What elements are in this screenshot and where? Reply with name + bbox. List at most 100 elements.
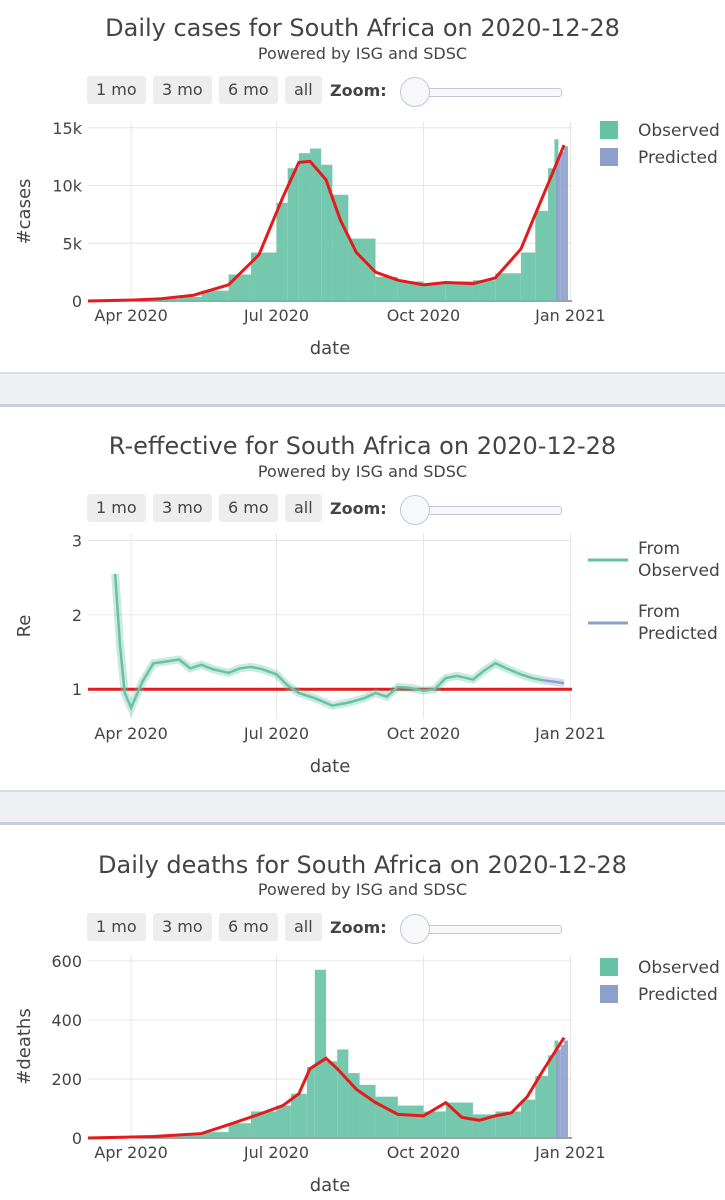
observed-bar (375, 276, 398, 301)
x-tick-label: Jan 2021 (534, 1143, 605, 1162)
x-tick-label: Jan 2021 (534, 306, 605, 325)
observed-bar (298, 153, 311, 301)
y-tick-label: 5k (63, 234, 83, 253)
x-axis-title: date (310, 756, 351, 777)
cases-chart[interactable]: 0 5k 10k 15k Apr 2020 Jul 2020 Oct 2020 Jan 202… (0, 0, 725, 370)
chart-title: R-effective for South Africa on 2020-12-… (108, 432, 617, 460)
observed-bar (548, 1055, 555, 1138)
chart-subtitle: Powered by ISG and SDSC (257, 44, 468, 63)
range-all-button[interactable]: all (285, 913, 322, 941)
observed-bar (306, 1067, 315, 1138)
re-chart[interactable]: 1 2 3 Apr 2020 Jul 2020 Oct 2020 Jan 2021 date R… (0, 0, 725, 790)
zoom-slider-handle[interactable] (400, 914, 430, 944)
legend-swatch (600, 148, 618, 166)
predicted-bar (560, 1045, 565, 1138)
observed-bar (321, 164, 333, 301)
y-tick-label: 2 (72, 606, 82, 625)
y-tick-label: 600 (51, 952, 82, 971)
y-tick-label: 0 (72, 292, 82, 311)
cases-panel: Daily cases for South Africa on 2020-12-… (0, 0, 725, 370)
observed-bar (348, 1073, 360, 1138)
y-tick-label: 200 (51, 1070, 82, 1089)
predicted-bar (560, 152, 565, 301)
observed-bar (201, 1132, 229, 1138)
observed-bar (548, 168, 555, 301)
x-tick-label: Apr 2020 (94, 1143, 167, 1162)
range-1mo-button[interactable]: 1 mo (87, 76, 146, 104)
y-tick-label: 400 (51, 1011, 82, 1030)
range-3mo-button[interactable]: 3 mo (153, 494, 212, 522)
observed-bar (314, 969, 327, 1138)
range-3mo-button[interactable]: 3 mo (153, 76, 212, 104)
legend-label: Predicted (638, 148, 718, 168)
chart-subtitle: Powered by ISG and SDSC (257, 462, 468, 481)
fit-line (87, 144, 566, 303)
range-1mo-button[interactable]: 1 mo (87, 913, 146, 941)
observed-bar (337, 1049, 349, 1138)
y-tick-label: 1 (72, 680, 82, 699)
range-6mo-button[interactable]: 6 mo (219, 913, 278, 941)
observed-bar (423, 283, 446, 301)
observed-bar (201, 290, 229, 301)
y-tick-label: 15k (52, 119, 82, 138)
zoom-label: Zoom: (330, 918, 387, 937)
predicted-bar (556, 156, 561, 301)
observed-bar (520, 252, 536, 301)
range-6mo-button[interactable]: 6 mo (219, 76, 278, 104)
observed-bar (495, 273, 521, 301)
observed-bar (520, 1099, 536, 1138)
observed-bar (179, 1134, 202, 1138)
observed-bar (332, 194, 349, 301)
y-axis-title: #cases (14, 179, 35, 245)
legend-swatch (600, 985, 618, 1003)
predicted-bar (556, 1049, 561, 1138)
x-tick-label: Oct 2020 (387, 306, 460, 325)
observed-bar (228, 1123, 251, 1138)
range-6mo-button[interactable]: 6 mo (219, 494, 278, 522)
zoom-label: Zoom: (330, 499, 387, 518)
y-tick-label: 10k (52, 177, 82, 196)
predicted-bar (564, 1040, 569, 1138)
y-axis-title: #deaths (14, 1008, 35, 1084)
observed-line (113, 573, 544, 712)
observed-bar (326, 1061, 338, 1138)
observed-bar (153, 298, 180, 301)
range-all-button[interactable]: all (285, 76, 322, 104)
legend-swatch (600, 958, 618, 976)
x-tick-label: Apr 2020 (94, 724, 167, 743)
zoom-label: Zoom: (330, 81, 387, 100)
observed-bar (535, 210, 549, 301)
observed-bar (472, 280, 496, 301)
x-tick-label: Apr 2020 (94, 306, 167, 325)
range-3mo-button[interactable]: 3 mo (153, 913, 212, 941)
legend-swatch (600, 121, 618, 139)
observed-bar (276, 1105, 291, 1138)
zoom-slider-handle[interactable] (400, 77, 430, 107)
x-axis-title: date (310, 338, 351, 359)
range-all-button[interactable]: all (285, 494, 322, 522)
section-separator (0, 372, 725, 407)
zoom-slider-handle[interactable] (400, 495, 430, 525)
x-tick-label: Oct 2020 (387, 1143, 460, 1162)
x-tick-label: Jul 2020 (243, 306, 309, 325)
observed-bar (348, 238, 376, 301)
section-separator (0, 790, 725, 825)
observed-bar (276, 202, 288, 301)
chart-subtitle: Powered by ISG and SDSC (257, 880, 468, 899)
range-1mo-button[interactable]: 1 mo (87, 494, 146, 522)
observed-bar (179, 296, 202, 301)
x-tick-label: Jul 2020 (243, 724, 309, 743)
chart-title: Daily deaths for South Africa on 2020-12… (98, 851, 627, 879)
fit-line (87, 1036, 566, 1140)
legend-label: From Observed (638, 539, 720, 581)
predicted-bar (564, 146, 569, 301)
re-panel: R-effective for South Africa on 2020-12-… (0, 0, 725, 790)
observed-bar (310, 148, 322, 301)
legend-label: Observed (638, 958, 720, 978)
observed-bar (423, 1111, 446, 1138)
x-axis-title: date (310, 1175, 351, 1196)
y-tick-label: 0 (72, 1129, 82, 1148)
x-tick-label: Jan 2021 (534, 724, 605, 743)
